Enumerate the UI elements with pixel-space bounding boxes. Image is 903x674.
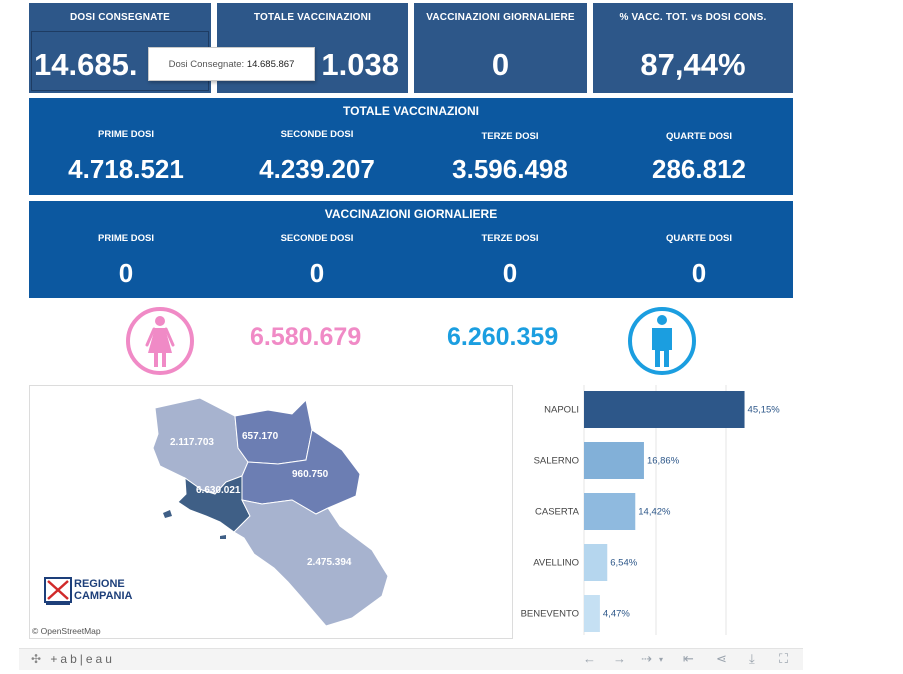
kpi-percent-vacc[interactable]: % VACC. TOT. vs DOSI CONS. 87,44% [593,3,793,93]
male-value: 6.260.359 [447,323,559,351]
totale-prime-dosi[interactable]: PRIME DOSI 4.718.521 [31,129,221,185]
male-icon [628,307,696,375]
vaccinazioni-giornaliere-band: VACCINAZIONI GIORNALIERE PRIME DOSI 0 SE… [29,201,793,298]
cell-label: TERZE DOSI [481,131,539,142]
totale-vaccinazioni-band: TOTALE VACCINAZIONI PRIME DOSI 4.718.521… [29,98,793,195]
totale-quarte-dosi[interactable]: QUARTE DOSI 286.812 [604,131,794,185]
map-island-capri [220,535,226,539]
regione-shield-icon [44,577,72,605]
kpi-vaccinazioni-giornaliere[interactable]: VACCINAZIONI GIORNALIERE 0 [414,3,587,93]
bar-category-label: SALERNO [534,456,579,467]
bar-category-label: NAPOLI [544,405,579,416]
kpi-value: 1.038 [321,47,399,82]
map-label-caserta: 2.117.703 [170,437,214,448]
cell-label: PRIME DOSI [98,233,154,244]
female-value: 6.580.679 [250,323,362,351]
revert-icon[interactable]: ⇢ [641,651,652,666]
tableau-logo[interactable]: ✣ +ab|eau [31,652,115,666]
bar-value-label: 4,47% [603,609,630,620]
campania-map[interactable]: 2.117.703 657.170 960.750 6.630.021 2.47… [29,385,513,639]
bar-salerno[interactable] [584,442,644,479]
cell-label: QUARTE DOSI [666,233,732,244]
female-icon [126,307,194,375]
cell-value: 0 [502,258,518,288]
cell-value: 0 [118,258,134,288]
bar-caserta[interactable] [584,493,636,530]
logo-line1: REGIONE [74,578,125,590]
giorn-quarte-dosi[interactable]: QUARTE DOSI 0 [604,233,794,289]
bar-value-label: 14,42% [638,507,671,518]
kpi-value: 0 [491,47,510,82]
bar-value-label: 16,86% [647,456,680,467]
giorn-terze-dosi[interactable]: TERZE DOSI 0 [415,233,605,289]
cell-label: PRIME DOSI [98,129,154,140]
cell-value: 286.812 [652,154,746,184]
kpi-value: 14.685. [34,47,138,82]
giorn-seconde-dosi[interactable]: SECONDE DOSI 0 [222,233,412,289]
kpi-value: 87,44% [640,47,746,82]
map-region-salerno [233,499,389,627]
map-attribution[interactable]: © OpenStreetMap [32,626,101,636]
bar-category-label: CASERTA [535,507,580,518]
map-label-napoli: 6.630.021 [196,485,241,496]
bar-napoli[interactable] [584,391,745,428]
bar-value-label: 6,54% [610,558,637,569]
bar-category-label: BENEVENTO [521,609,579,620]
bar-value-label: 45,15% [748,405,781,416]
tooltip: Dosi Consegnate: 14.685.867 [148,47,315,81]
tableau-cross-icon: ✣ [31,652,45,666]
undo-icon[interactable]: ← [583,651,596,666]
cell-value: 3.596.498 [452,154,568,184]
cell-label: QUARTE DOSI [666,131,732,142]
bar-category-label: AVELLINO [533,558,579,569]
regione-campania-logo: REGIONE CAMPANIA [44,577,144,607]
cell-value: 4.239.207 [259,154,375,184]
download-icon[interactable]: ⤓ [749,651,755,666]
kpi-label: TOTALE VACCINAZIONI [253,12,372,23]
reset-icon[interactable]: ⇤ [683,651,694,666]
tooltip-value: 14.685.867 [246,59,295,70]
cell-value: 4.718.521 [68,154,184,184]
cell-label: TERZE DOSI [481,233,539,244]
tableau-brand: +ab|eau [50,652,115,666]
bar-chart: NAPOLI 45,15% SALERNO 16,86% CASERTA 14,42% AV… [500,385,803,640]
map-label-benevento: 657.170 [242,431,279,442]
map-label-avellino: 960.750 [292,469,329,480]
giorn-prime-dosi[interactable]: PRIME DOSI 0 [31,233,221,289]
logo-line2: CAMPANIA [74,590,133,602]
kpi-label: VACCINAZIONI GIORNALIERE [426,12,575,23]
cell-label: SECONDE DOSI [280,129,354,140]
map-svg [152,397,389,627]
redo-icon[interactable]: → [613,651,626,666]
kpi-label: DOSI CONSEGNATE [69,12,171,23]
totale-seconde-dosi[interactable]: SECONDE DOSI 4.239.207 [222,129,412,185]
revert-dropdown-icon[interactable]: ▾ [659,655,664,664]
map-label-salerno: 2.475.394 [307,557,352,568]
kpi-label: % VACC. TOT. vs DOSI CONS. [619,12,767,23]
cell-label: SECONDE DOSI [280,233,354,244]
band-title: TOTALE VACCINAZIONI [343,104,479,118]
bar-avellino[interactable] [584,544,608,581]
totale-terze-dosi[interactable]: TERZE DOSI 3.596.498 [415,131,605,185]
cell-value: 0 [309,258,325,288]
cell-value: 0 [691,258,707,288]
tooltip-label: Dosi Consegnate: [168,59,245,70]
fullscreen-icon[interactable]: ⛶ [779,651,789,666]
band-title: VACCINAZIONI GIORNALIERE [324,207,498,221]
share-icon[interactable]: ⋖ [716,651,727,666]
map-island-ischia [163,510,172,518]
tableau-toolbar: ✣ +ab|eau ← → ⇢ ▾ ⇤ ⋖ ⤓ ⛶ [19,648,803,670]
bar-chart-svg: NAPOLI 45,15% SALERNO 16,86% CASERTA 14,42% AV… [521,385,781,635]
bar-benevento[interactable] [584,595,600,632]
